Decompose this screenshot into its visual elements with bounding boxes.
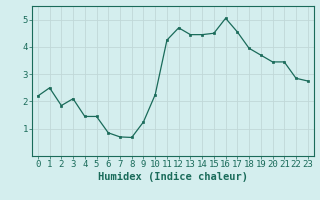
- X-axis label: Humidex (Indice chaleur): Humidex (Indice chaleur): [98, 172, 248, 182]
